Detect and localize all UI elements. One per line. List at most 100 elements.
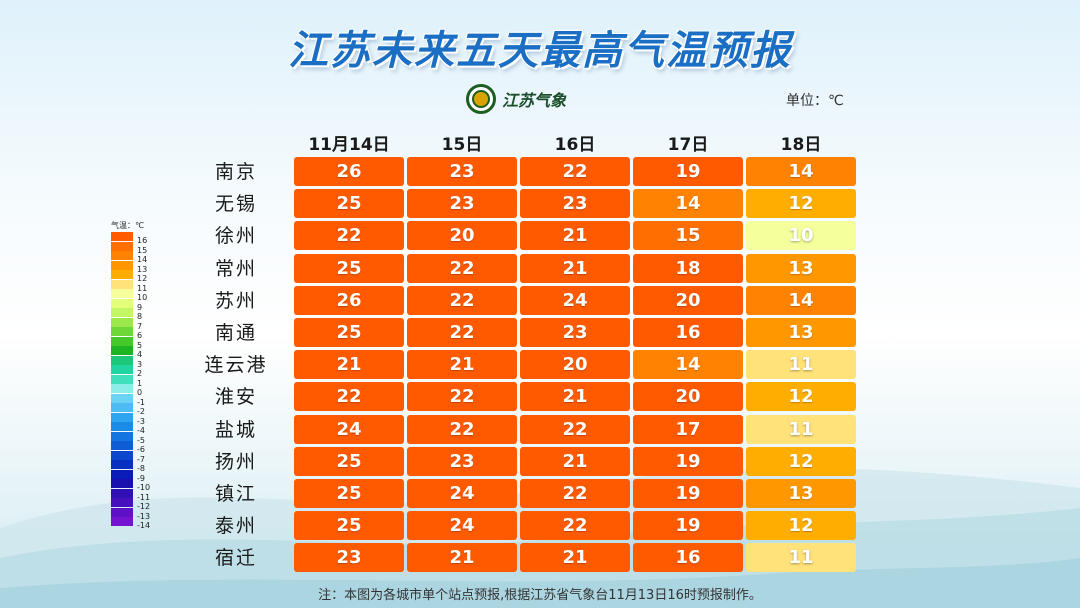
legend-label: 11 <box>137 283 148 293</box>
temperature-cell: 21 <box>294 350 404 380</box>
temperature-cell: 19 <box>633 511 743 541</box>
temperature-cell: 21 <box>407 543 517 573</box>
legend-swatch <box>111 279 133 289</box>
temperature-cell: 18 <box>633 253 743 283</box>
temperature-cell: 22 <box>407 414 517 444</box>
temperature-cell: 23 <box>407 157 517 186</box>
legend-label: -13 <box>137 511 151 521</box>
legend-swatch <box>111 517 133 526</box>
legend-swatch <box>111 441 133 450</box>
city-label: 扬州 <box>214 450 257 473</box>
city-label: 镇江 <box>214 483 257 505</box>
legend-swatch <box>111 317 133 327</box>
city-label: 南京 <box>214 161 257 183</box>
legend-swatch <box>111 488 133 498</box>
temperature-cell: 20 <box>520 350 630 380</box>
logo-emblem-icon <box>466 84 496 114</box>
legend-swatch <box>111 298 133 308</box>
legend-label: 13 <box>137 264 148 274</box>
logo: 江苏气象 <box>466 84 566 114</box>
temperature-cell: 13 <box>746 253 856 283</box>
legend-swatch <box>111 365 133 374</box>
temperature-cell: 22 <box>520 511 630 541</box>
temperature-cell: 20 <box>633 382 743 412</box>
logo-text: 江苏气象 <box>502 91 567 110</box>
temperature-cell: 23 <box>520 318 630 347</box>
temperature-cell: 12 <box>746 446 856 476</box>
temperature-cell: 22 <box>407 318 517 347</box>
temperature-cell: 20 <box>407 221 517 251</box>
column-header: 17日 <box>667 135 709 155</box>
temperature-cell: 24 <box>407 479 517 508</box>
legend-label: 2 <box>137 369 143 378</box>
legend-label: -6 <box>137 445 145 454</box>
legend-swatch <box>111 431 133 441</box>
legend-label: 4 <box>137 350 143 359</box>
temperature-cell: 13 <box>746 479 856 508</box>
temperature-cell: 23 <box>407 189 517 219</box>
legend-swatch <box>111 507 133 517</box>
legend-swatch <box>111 232 133 241</box>
city-label: 盐城 <box>214 418 257 441</box>
temperature-cell: 19 <box>633 479 743 508</box>
footnote: 注：本图为各城市单个站点预报,根据江苏省气象台11月13日16时预报制作。 <box>318 588 762 603</box>
legend-swatch <box>111 393 133 403</box>
temperature-cell: 22 <box>294 382 404 412</box>
temperature-cell: 16 <box>633 318 743 347</box>
legend-swatch <box>111 308 133 317</box>
temperature-cell: 21 <box>520 382 630 412</box>
temperature-cell: 13 <box>746 318 856 347</box>
legend-label: 0 <box>137 388 143 397</box>
legend-label: -1 <box>137 397 145 407</box>
legend-swatch <box>111 384 133 393</box>
legend-label: 16 <box>137 236 148 245</box>
temperature-cell: 19 <box>633 157 743 186</box>
legend-swatch <box>111 251 133 260</box>
legend-label: 12 <box>137 274 148 283</box>
temperature-cell: 21 <box>407 350 517 380</box>
legend-swatch <box>111 327 133 336</box>
temperature-cell: 23 <box>520 189 630 219</box>
temperature-cell: 24 <box>407 511 517 541</box>
legend-swatch <box>111 270 133 279</box>
city-label: 苏州 <box>214 289 257 312</box>
temperature-cell: 14 <box>633 189 743 219</box>
temperature-cell: 14 <box>746 157 856 186</box>
city-label: 宿迁 <box>214 547 257 570</box>
legend-swatch <box>111 412 133 422</box>
legend-label: 5 <box>137 340 143 350</box>
column-header: 15日 <box>441 135 483 155</box>
legend-label: -4 <box>137 426 145 435</box>
temperature-cell: 15 <box>633 221 743 251</box>
legend-swatch <box>111 498 133 507</box>
legend-label: -3 <box>137 416 145 426</box>
legend-swatch <box>111 260 133 270</box>
legend-label: 15 <box>137 245 148 255</box>
legend-label: -8 <box>137 464 145 473</box>
legend-swatch <box>111 355 133 365</box>
legend-label: 3 <box>137 359 143 369</box>
temperature-cell: 26 <box>294 157 404 186</box>
legend-label: 10 <box>137 293 148 302</box>
legend-label: 8 <box>137 312 143 321</box>
temperature-cell: 21 <box>520 253 630 283</box>
legend-swatch <box>111 422 133 431</box>
temperature-cell: 25 <box>294 318 404 347</box>
legend-label: -5 <box>137 435 145 445</box>
temperature-cell: 22 <box>520 414 630 444</box>
legend-swatch <box>111 460 133 469</box>
legend-label: -12 <box>137 502 151 511</box>
city-label: 常州 <box>214 257 257 280</box>
legend-label: -10 <box>137 483 151 492</box>
temperature-cell: 25 <box>294 511 404 541</box>
temperature-cell: 14 <box>746 285 856 315</box>
temperature-cell: 12 <box>746 382 856 412</box>
city-label: 无锡 <box>214 193 257 216</box>
temperature-cell: 24 <box>520 285 630 315</box>
temperature-cell: 21 <box>520 446 630 476</box>
temperature-cell: 11 <box>746 543 856 573</box>
legend-label: 1 <box>137 378 143 388</box>
column-header: 18日 <box>780 135 822 155</box>
legend-label: -11 <box>137 492 151 502</box>
unit-label: 单位：℃ <box>786 93 844 109</box>
